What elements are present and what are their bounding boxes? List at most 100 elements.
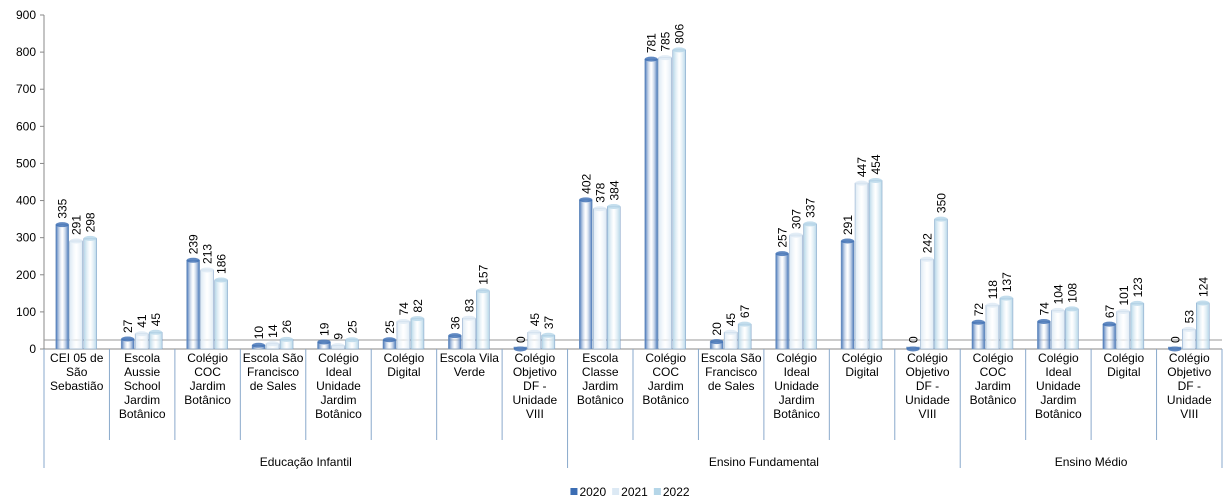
bar	[999, 297, 1014, 350]
bar	[868, 180, 883, 350]
x-tick-label: Colégio Ideal Unidade Jardim Botânico	[315, 351, 362, 421]
bar-cap	[579, 197, 593, 203]
bar	[476, 290, 490, 350]
x-tick-label: Escola São Francisco de Sales	[243, 351, 304, 393]
bar	[1196, 302, 1210, 350]
group-label: Ensino Fundamental	[709, 455, 819, 469]
bar-cap	[1168, 346, 1182, 352]
bar	[723, 332, 738, 350]
bar-cap	[317, 339, 331, 345]
x-tick-label: Colégio Ideal Unidade Jardim Botânico	[1035, 351, 1082, 421]
value-label: 157	[476, 264, 490, 284]
bar	[775, 253, 789, 350]
bar-cap	[1037, 319, 1051, 325]
bar-cap	[121, 336, 135, 342]
bar-cap	[738, 321, 752, 327]
bar-cap	[135, 331, 149, 337]
bar	[607, 206, 621, 350]
bar	[644, 58, 658, 350]
y-tick-label: 400	[16, 194, 36, 208]
bar	[55, 224, 69, 350]
value-label: 83	[462, 299, 476, 313]
value-label: 19	[318, 322, 332, 336]
bar	[971, 322, 986, 350]
bar-cap	[1065, 306, 1079, 312]
bar-cap	[672, 47, 686, 53]
value-label: 337	[804, 198, 818, 218]
value-label: 67	[1103, 304, 1117, 318]
bar-cap	[775, 251, 789, 257]
bar-cap	[186, 257, 200, 263]
y-tick-label: 600	[16, 119, 36, 133]
bar	[1182, 329, 1196, 350]
bar-cap	[644, 56, 658, 62]
legend-label: 2021	[621, 485, 648, 499]
bar-cap	[410, 316, 424, 322]
bar-cap	[396, 319, 410, 325]
value-label: 257	[776, 227, 790, 247]
bar	[410, 318, 425, 350]
x-tick-label: Colégio Digital	[384, 351, 425, 379]
bar	[83, 238, 97, 350]
value-label: 72	[972, 303, 986, 317]
value-label: 378	[593, 182, 607, 202]
bar	[1116, 311, 1131, 350]
bar-cap	[607, 203, 621, 209]
x-tick-label: CEI 05 de São Sebastião	[50, 351, 104, 393]
bar	[200, 269, 214, 350]
bar	[854, 182, 869, 350]
value-label: 384	[607, 180, 621, 200]
bar-cap	[906, 346, 920, 352]
value-label: 27	[121, 319, 135, 333]
bar	[934, 218, 948, 350]
bar	[803, 223, 817, 350]
x-tick-label: Colégio Digital	[1103, 351, 1144, 379]
bar-cap	[382, 337, 396, 343]
value-label: 74	[397, 302, 411, 316]
value-label: 137	[1000, 272, 1014, 292]
bar-cap	[252, 342, 266, 348]
bar-cap	[55, 222, 69, 228]
x-tick-label: Colégio Objetivo DF -Unidade VIII	[1167, 351, 1212, 421]
bar-cap	[985, 302, 999, 308]
value-label: 242	[921, 233, 935, 253]
value-label: 402	[579, 173, 593, 193]
value-label: 213	[201, 244, 215, 264]
bar	[593, 208, 607, 350]
bar-cap	[83, 235, 97, 241]
value-label: 124	[1196, 277, 1210, 297]
group-label: Ensino Médio	[1055, 455, 1128, 469]
x-tick-label: Colégio Ideal Unidade Jardim Botânico	[773, 351, 820, 421]
bar	[658, 57, 672, 350]
bar	[985, 304, 1000, 350]
value-label: 45	[149, 313, 163, 327]
bar-cap	[855, 180, 869, 186]
bar-cap	[724, 329, 738, 335]
bar	[69, 240, 83, 350]
legend-item: 2021	[612, 485, 648, 499]
x-tick-label: Escola Vila Verde	[440, 351, 499, 379]
bar-cap	[803, 221, 817, 227]
legend-label: 2022	[663, 485, 690, 499]
y-tick-label: 700	[16, 82, 36, 96]
value-label: 36	[448, 316, 462, 330]
bar	[1065, 308, 1079, 350]
value-label: 0	[907, 336, 921, 343]
value-label: 26	[280, 320, 294, 334]
x-tick-label: Colégio Objetivo DF -Unidade VIII	[905, 351, 950, 421]
bar	[579, 199, 593, 350]
bar	[1051, 310, 1065, 350]
x-tick-label: Colégio Digital	[842, 351, 883, 379]
value-label: 186	[215, 254, 229, 274]
value-label: 53	[1182, 310, 1196, 324]
bar-cap	[841, 238, 855, 244]
value-label: 14	[266, 324, 280, 338]
legend-swatch	[612, 488, 620, 495]
bar-cap	[1196, 300, 1210, 306]
legend-item: 2020	[570, 485, 606, 499]
bar	[527, 332, 542, 350]
bar	[148, 332, 163, 350]
y-tick-label: 0	[29, 342, 36, 356]
bar-cap	[527, 329, 541, 335]
